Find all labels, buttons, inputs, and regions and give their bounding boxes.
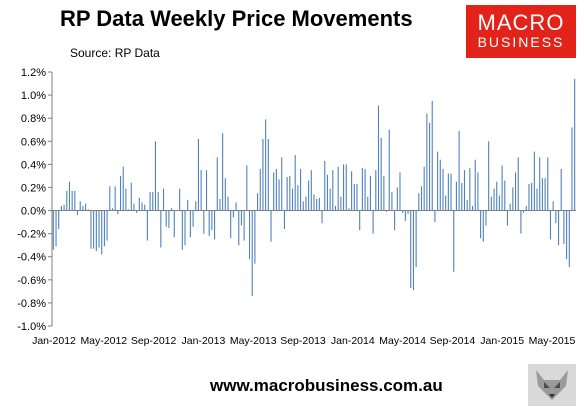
- x-tick-label: Jan-2014: [331, 335, 375, 347]
- y-tick-label: -0.8%: [17, 298, 46, 310]
- y-tick-label: -0.4%: [17, 252, 46, 264]
- y-tick-label: 0.8%: [21, 113, 46, 125]
- footer-url: www.macrobusiness.com.au: [210, 376, 443, 395]
- x-tick-label: May-2014: [379, 335, 426, 347]
- x-tick-label: Sep-2013: [280, 335, 326, 347]
- y-tick-label: 0.6%: [21, 136, 46, 148]
- x-tick-label: Jan-2013: [182, 335, 226, 347]
- y-tick-label: 1.0%: [21, 90, 46, 102]
- y-tick-label: 0.4%: [21, 159, 46, 171]
- bar-series: [52, 78, 576, 296]
- chart-title: RP Data Weekly Price Movements: [60, 6, 413, 31]
- chart-axes: [51, 72, 576, 326]
- y-tick-label: -0.6%: [17, 275, 46, 287]
- x-tick-label: Sep-2014: [430, 335, 476, 347]
- y-tick-label: -0.2%: [17, 229, 46, 241]
- y-tick-label: 0.2%: [21, 182, 46, 194]
- y-tick-label: 0.0%: [21, 206, 46, 218]
- macrobusiness-logo: MACRO BUSINESS: [466, 5, 576, 58]
- x-tick-label: Jan-2015: [480, 335, 524, 347]
- y-tick-label: 1.2%: [21, 67, 46, 79]
- x-tick-label: May-2013: [230, 335, 277, 347]
- x-tick-label: Sep-2012: [131, 335, 177, 347]
- fox-icon: [528, 364, 576, 406]
- x-axis-ticks: Jan-2012 May-2012 Sep-2012 Jan-2013 May-2013…: [32, 335, 575, 347]
- x-tick-label: May-2012: [80, 335, 127, 347]
- y-axis-ticks: -1.0% -0.8% -0.6% -0.4% -0.2% 0.0% 0.2% 0.4% 0.6…: [17, 67, 52, 333]
- y-tick-label: -1.0%: [17, 321, 46, 333]
- x-tick-label: Jan-2012: [32, 335, 76, 347]
- logo-line-2: BUSINESS: [477, 34, 565, 50]
- x-tick-label: May-2015: [529, 335, 576, 347]
- logo-line-1: MACRO: [477, 10, 565, 35]
- chart-source: Source: RP Data: [70, 46, 160, 60]
